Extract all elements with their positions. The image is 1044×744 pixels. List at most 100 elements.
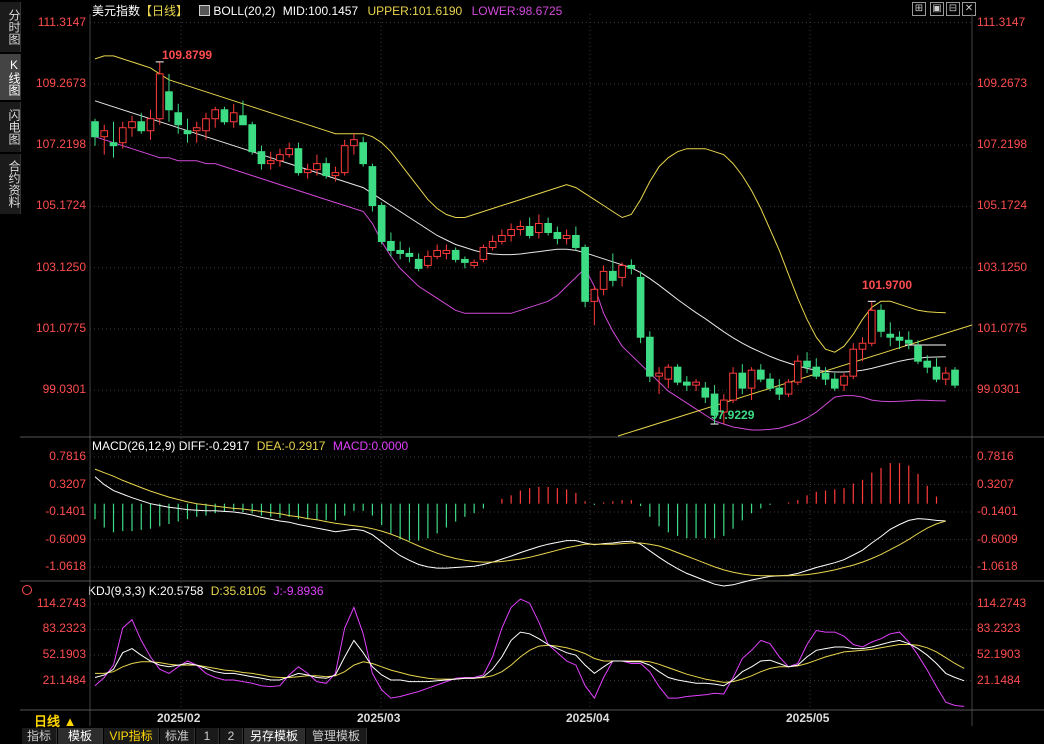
macd-dea-value: DEA:-0.2917 [256, 439, 326, 453]
candle-body [174, 112, 183, 126]
boll-upper-value: UPPER:101.6190 [367, 4, 463, 18]
bottom-tab[interactable]: 另存模板 [244, 728, 305, 744]
kdj-tick-right: 83.2323 [977, 621, 1021, 636]
candle-body [664, 366, 673, 380]
candle-body [590, 288, 599, 302]
candle [470, 259, 478, 269]
candle [202, 112, 210, 140]
low-annotation-1: 97.9229 [711, 408, 755, 422]
candle-body [442, 249, 451, 254]
candle-body [266, 160, 275, 165]
tab-timeshare[interactable]: 分时图 [0, 2, 21, 52]
date-label: 2025/03 [357, 711, 401, 725]
price-tick-right: 99.0301 [977, 382, 1021, 397]
bottom-period-label[interactable]: 日线 ▲ [34, 714, 77, 729]
candle [572, 226, 580, 251]
bottom-tab[interactable]: 指标 [22, 728, 57, 744]
candle-body [904, 339, 913, 344]
candle [923, 355, 932, 374]
candle-body [572, 234, 580, 248]
candle-body [359, 142, 368, 165]
candle [729, 367, 737, 404]
candle [562, 229, 571, 245]
tab-kline[interactable]: K线图 [0, 54, 21, 100]
candle [91, 118, 99, 146]
candle [174, 103, 183, 134]
bottom-tab[interactable]: VIP指标 [104, 728, 159, 744]
tab-flash[interactable]: 闪电图 [0, 102, 21, 152]
price-tick-right: 101.0775 [977, 320, 1028, 335]
macd-tick-left: 0.3207 [49, 476, 86, 491]
boll-upper-line [94, 55, 946, 353]
kdj-settings-icon[interactable] [22, 585, 32, 595]
macd-tick-left: 0.7816 [49, 449, 86, 464]
candle-body [516, 225, 525, 230]
candle-body [118, 127, 127, 144]
candle-body [775, 387, 784, 395]
candle [433, 244, 441, 260]
macd-hist-value: MACD:0.0000 [332, 439, 409, 453]
candle-body [405, 252, 414, 257]
candle-body [488, 240, 497, 248]
candle [636, 271, 645, 344]
close-icon[interactable]: ✕ [962, 2, 976, 16]
candle-body [368, 166, 377, 207]
bottom-tab[interactable]: 模板 [58, 728, 103, 744]
candle [387, 232, 395, 257]
candle [239, 100, 247, 126]
bottom-tab[interactable]: 管理模板 [306, 728, 367, 744]
bottom-tab[interactable]: 标准 [160, 728, 195, 744]
macd-diff-value: DIFF:-0.2917 [178, 439, 250, 453]
candle-body [350, 139, 358, 147]
candle [535, 214, 543, 239]
candle-body [784, 381, 793, 395]
candle [830, 373, 839, 392]
candle [100, 124, 109, 155]
candle [461, 256, 469, 269]
bottom-tab[interactable]: 2 [220, 728, 243, 744]
candle [442, 244, 451, 260]
candle [812, 358, 821, 380]
macd-label: MACD(26,12,9) [92, 439, 176, 453]
candle-body [655, 372, 663, 377]
candle-body [710, 393, 719, 416]
candle-body [738, 372, 747, 389]
restore-icon[interactable]: ⊞ [912, 2, 926, 16]
grid-icon[interactable]: ⊟ [946, 2, 960, 16]
kdj-d-line [95, 644, 965, 683]
kdj-tick-left: 83.2323 [42, 621, 86, 636]
candle [895, 331, 904, 350]
candle [220, 106, 229, 125]
date-label: 2025/02 [157, 711, 201, 725]
macd-tick-right: 0.3207 [977, 476, 1014, 491]
kdj-tick-right: 21.1484 [977, 672, 1021, 687]
candle [756, 364, 765, 383]
candle-body [470, 261, 478, 266]
candle [775, 379, 784, 401]
boll-mid-value: MID:100.1457 [282, 4, 359, 18]
kdj-j-line [94, 598, 965, 707]
window-icon[interactable]: ▣ [930, 2, 944, 16]
candle [507, 223, 515, 242]
candle [183, 118, 192, 143]
candle [609, 253, 617, 287]
boll-label: BOLL(20,2) [213, 4, 276, 18]
candle [914, 340, 922, 365]
boll-settings-icon[interactable] [199, 5, 211, 16]
candle [424, 250, 432, 269]
candle-body [414, 258, 423, 269]
candle [396, 241, 404, 260]
candle [793, 355, 802, 386]
candle-body [100, 130, 109, 138]
candle-body [525, 225, 534, 236]
price-tick-right: 103.1250 [977, 259, 1028, 274]
candle-body [387, 240, 395, 251]
instrument-name: 美元指数 [92, 4, 141, 18]
candle [488, 235, 497, 251]
tab-contract-info[interactable]: 合约资料 [0, 154, 21, 214]
bottom-tab[interactable]: 1 [196, 728, 219, 744]
candle-body [821, 372, 830, 380]
candle-body [636, 276, 645, 338]
candle [692, 379, 700, 392]
